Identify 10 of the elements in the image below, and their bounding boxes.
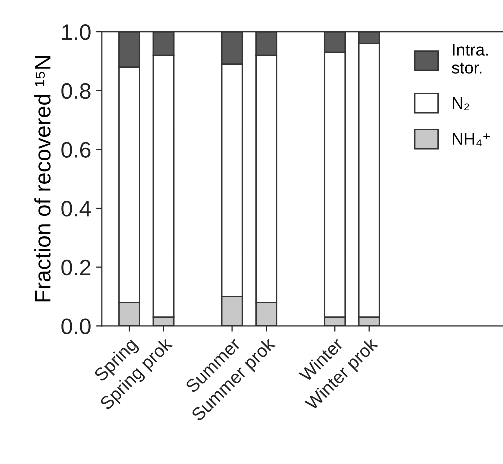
y-axis-title: Fraction of recovered ¹⁵N: [34, 56, 51, 302]
y-tick-label: 0.4: [62, 201, 92, 217]
legend-label: NH₄⁺: [453, 133, 490, 146]
y-tick-label: 1.0: [62, 24, 91, 40]
y-tick-label: 0.0: [62, 318, 91, 334]
legend-label: N₂: [453, 98, 470, 110]
legend-label: Intra. stor.: [452, 44, 488, 74]
y-tick-label: 0.8: [62, 83, 91, 100]
y-tick-label: 0.6: [62, 142, 91, 158]
y-tick-label: 0.2: [62, 260, 91, 276]
